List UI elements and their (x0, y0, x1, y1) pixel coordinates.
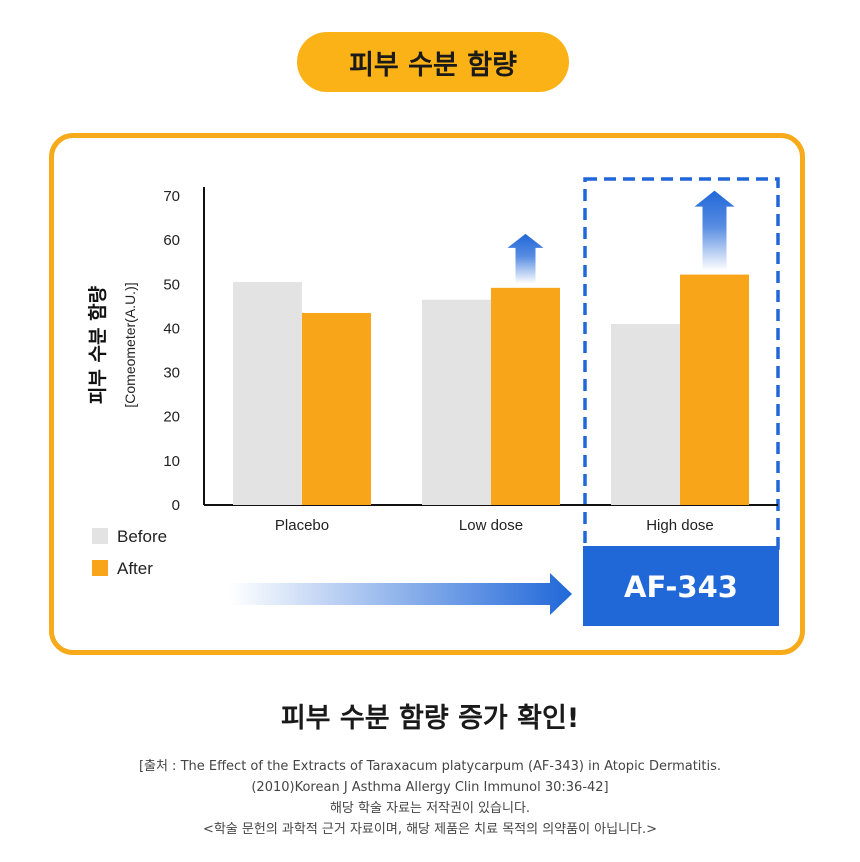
bar-after (491, 287, 560, 505)
headline: 피부 수분 함량 증가 확인! (280, 703, 580, 734)
y-tick-label: 30 (163, 365, 180, 382)
highlight-label-box (583, 546, 779, 626)
y-tick-label: 70 (163, 188, 180, 205)
source-line: [출처 : The Effect of the Extracts of Tara… (138, 759, 722, 774)
title-badge: 피부 수분 함량 (297, 32, 569, 92)
source-line: 해당 학술 자료는 저작권이 있습니다. (329, 801, 531, 816)
increase-arrow-icon (507, 233, 544, 284)
y-tick-label: 0 (172, 497, 180, 514)
y-tick-label: 10 (163, 453, 180, 470)
y-tick-label: 20 (163, 409, 180, 426)
source-line: (2010)Korean J Asthma Allergy Clin Immun… (251, 780, 609, 795)
highlight-box (583, 177, 780, 550)
bar-before (611, 324, 680, 505)
y-axis-unit: [Comeometer(A.U.)] (122, 282, 138, 407)
bar-before (422, 299, 491, 505)
y-axis-title: 피부 수분 함량 (87, 285, 109, 404)
bar-before (233, 282, 302, 505)
x-tick-label: High dose (646, 517, 714, 534)
x-tick-label: Placebo (275, 517, 329, 534)
bar-chart: 0 10 20 30 40 50 60 70 피부 수분 함량 [Comeometer(A.U.)… (87, 177, 780, 626)
y-tick-label: 50 (163, 276, 180, 293)
increase-arrow-icon (694, 190, 735, 271)
bar-after (302, 312, 371, 505)
legend-label-after: After (117, 559, 153, 578)
x-tick-label: Low dose (459, 517, 523, 534)
bar-after (680, 274, 749, 505)
source-line: <학술 문헌의 과학적 근거 자료이며, 해당 제품은 치료 목적의 의약품이 … (202, 822, 658, 837)
y-tick-label: 60 (163, 232, 180, 249)
y-tick-label: 40 (163, 320, 180, 337)
legend-swatch-after (92, 560, 108, 576)
source-citation: [출처 : The Effect of the Extracts of Tara… (0, 756, 860, 840)
legend-swatch-before (92, 528, 108, 544)
legend-label-before: Before (117, 527, 167, 546)
progress-arrow-icon (230, 573, 572, 615)
chart-frame (49, 133, 805, 655)
highlight-label: AF-343 (624, 570, 738, 604)
